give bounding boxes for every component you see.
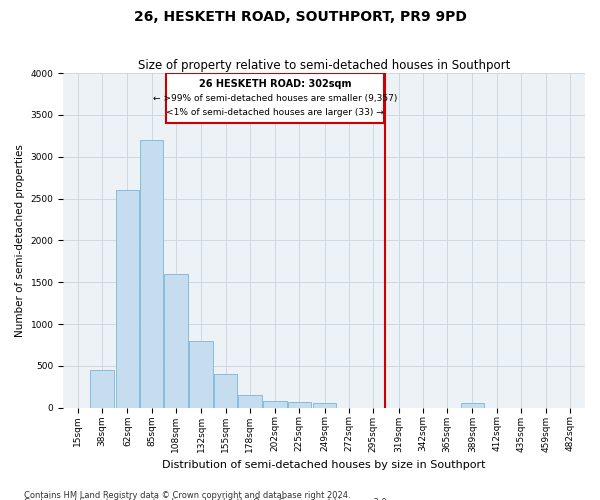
Bar [164, 274, 188, 407]
Bar [287, 402, 311, 407]
Bar [190, 341, 213, 407]
Text: Contains public sector information licensed under the Open Government Licence v3: Contains public sector information licen… [24, 498, 389, 500]
Text: Contains HM Land Registry data © Crown copyright and database right 2024.: Contains HM Land Registry data © Crown c… [24, 490, 350, 500]
Text: 26 HESKETH ROAD: 302sqm: 26 HESKETH ROAD: 302sqm [199, 79, 352, 89]
Text: <1% of semi-detached houses are larger (33) →: <1% of semi-detached houses are larger (… [166, 108, 384, 117]
Text: 26, HESKETH ROAD, SOUTHPORT, PR9 9PD: 26, HESKETH ROAD, SOUTHPORT, PR9 9PD [134, 10, 466, 24]
Bar [166, 73, 384, 124]
Bar [91, 370, 114, 408]
Bar [140, 140, 163, 407]
Bar [461, 404, 484, 407]
Bar [263, 401, 287, 407]
Bar [238, 395, 262, 407]
Text: ← >99% of semi-detached houses are smaller (9,357): ← >99% of semi-detached houses are small… [153, 94, 397, 103]
Bar [214, 374, 237, 408]
Bar [116, 190, 139, 408]
X-axis label: Distribution of semi-detached houses by size in Southport: Distribution of semi-detached houses by … [163, 460, 486, 470]
Title: Size of property relative to semi-detached houses in Southport: Size of property relative to semi-detach… [138, 59, 511, 72]
Bar [313, 404, 337, 407]
Y-axis label: Number of semi-detached properties: Number of semi-detached properties [15, 144, 25, 337]
